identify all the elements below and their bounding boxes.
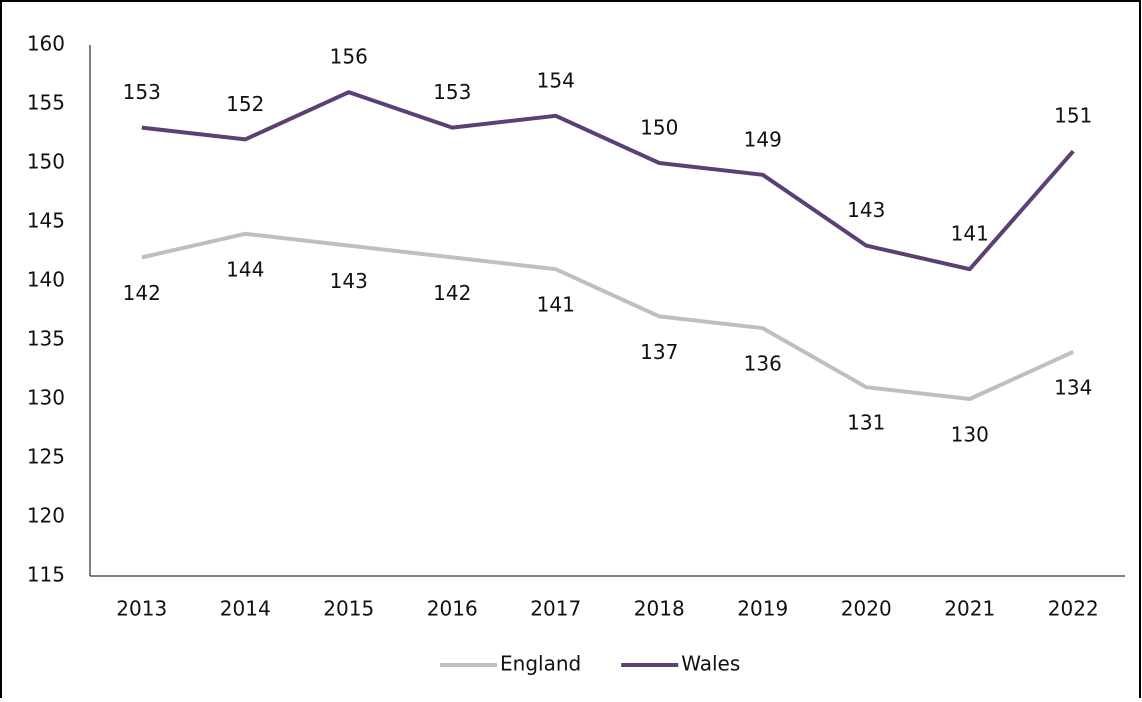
data-label: 152 bbox=[226, 92, 264, 116]
data-label: 153 bbox=[433, 80, 471, 104]
y-tick-label: 150 bbox=[27, 150, 65, 174]
series-line bbox=[141, 231, 1075, 401]
y-tick-label: 115 bbox=[27, 563, 65, 587]
data-label: 143 bbox=[330, 269, 368, 293]
data-label: 151 bbox=[1054, 104, 1092, 128]
y-tick-label: 145 bbox=[27, 209, 65, 233]
data-label: 137 bbox=[640, 340, 678, 364]
series-line bbox=[141, 90, 1075, 272]
x-tick-label: 2021 bbox=[944, 597, 995, 621]
data-label: 143 bbox=[847, 198, 885, 222]
x-tick-label: 2019 bbox=[737, 597, 788, 621]
data-label: 150 bbox=[640, 116, 678, 140]
legend-label: England bbox=[500, 652, 581, 676]
y-tick-label: 130 bbox=[27, 386, 65, 410]
data-label: 134 bbox=[1054, 375, 1092, 399]
x-tick-label: 2015 bbox=[323, 597, 374, 621]
data-label: 156 bbox=[330, 45, 368, 69]
legend-label: Wales bbox=[681, 652, 740, 676]
data-label: 136 bbox=[744, 352, 782, 376]
x-tick-label: 2020 bbox=[841, 597, 892, 621]
data-label: 130 bbox=[951, 423, 989, 447]
x-tick-label: 2018 bbox=[634, 597, 685, 621]
data-label: 142 bbox=[123, 281, 161, 305]
data-label: 141 bbox=[951, 222, 989, 246]
y-tick-label: 120 bbox=[27, 504, 65, 528]
data-label: 149 bbox=[744, 127, 782, 151]
x-tick-label: 2017 bbox=[530, 597, 581, 621]
data-label: 141 bbox=[537, 293, 575, 317]
data-label: 154 bbox=[537, 68, 575, 92]
data-label: 144 bbox=[226, 257, 264, 281]
y-tick-label: 155 bbox=[27, 91, 65, 115]
x-tick-label: 2014 bbox=[220, 597, 271, 621]
y-tick-label: 125 bbox=[27, 445, 65, 469]
data-label: 153 bbox=[123, 80, 161, 104]
x-tick-label: 2016 bbox=[427, 597, 478, 621]
y-tick-label: 140 bbox=[27, 268, 65, 292]
data-label: 131 bbox=[847, 411, 885, 435]
data-label: 142 bbox=[433, 281, 471, 305]
y-tick-label: 135 bbox=[27, 327, 65, 351]
x-tick-label: 2022 bbox=[1048, 597, 1099, 621]
y-tick-label: 160 bbox=[27, 32, 65, 56]
x-tick-label: 2013 bbox=[116, 597, 167, 621]
